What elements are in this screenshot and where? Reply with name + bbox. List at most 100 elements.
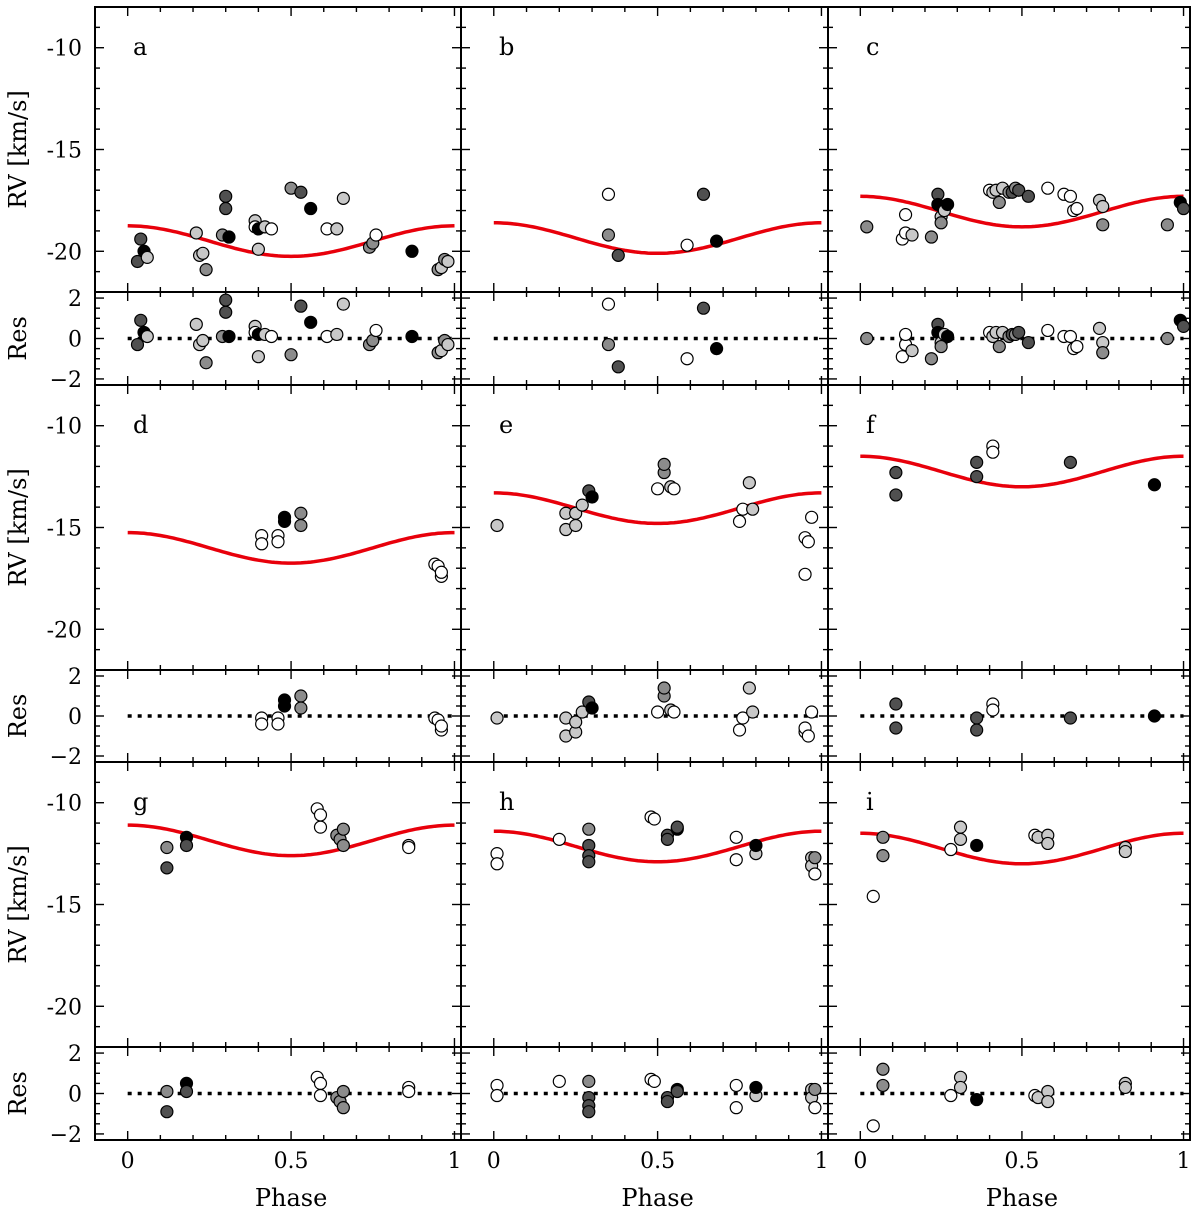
rv-point [876, 830, 890, 844]
res-point [905, 344, 919, 358]
res-point [934, 339, 948, 354]
rv-point [277, 510, 292, 524]
rv-point [552, 832, 566, 846]
x-tick-label: 0.5 [640, 1149, 675, 1174]
res-point [255, 717, 269, 731]
rv-point [441, 254, 455, 269]
res-point [1021, 335, 1035, 350]
res-point [585, 701, 599, 715]
rv-axis-title: RV [km/s] [4, 90, 32, 209]
rv-frame [460, 384, 829, 671]
res-axis-title: Res [4, 316, 32, 361]
rv-point [601, 228, 616, 242]
rv-point [405, 244, 419, 258]
res-tick-label: −2 [50, 745, 82, 770]
rv-point [222, 230, 236, 244]
res-point [970, 723, 984, 737]
rv-point [905, 228, 919, 242]
rv-frame [94, 761, 462, 1048]
panel-grid: a b c d e f g h i [94, 6, 1191, 1141]
res-tick-label: 0 [68, 328, 82, 353]
panel-c: c [827, 6, 1191, 386]
x-tick-label: 0 [121, 1149, 135, 1174]
res-point [179, 1084, 194, 1099]
res-point [986, 703, 1000, 717]
res-point [336, 1101, 350, 1115]
res-point [405, 329, 419, 344]
rv-point [1041, 181, 1055, 195]
rv-point [313, 820, 328, 834]
res-point [808, 1101, 822, 1115]
res-point [219, 305, 233, 319]
rv-point [1041, 836, 1055, 851]
res-point [808, 1082, 822, 1097]
rv-point [992, 195, 1006, 210]
rv-frame [460, 6, 829, 293]
rv-tick-label: -20 [47, 240, 82, 265]
panel-h: h [460, 761, 829, 1141]
res-point [441, 337, 455, 352]
res-point [402, 1084, 416, 1099]
model-curve [127, 530, 455, 565]
panel-letter-g: g [133, 788, 148, 816]
res-point [651, 705, 665, 719]
res-point [582, 1074, 596, 1088]
model-curve [493, 829, 822, 864]
rv-point [402, 840, 416, 855]
res-point [313, 1088, 328, 1103]
res-point [732, 723, 747, 737]
rv-point [709, 234, 724, 248]
panel-e: e [460, 384, 829, 763]
res-point [369, 323, 383, 338]
res-point [736, 711, 750, 725]
res-point [611, 360, 625, 374]
rv-point [889, 465, 903, 480]
rv-point [1147, 478, 1162, 492]
res-point [251, 350, 265, 364]
panel-letter-a: a [133, 33, 147, 61]
res-point [801, 729, 815, 743]
rv-point [611, 248, 625, 262]
rv-point [601, 187, 616, 201]
res-point [313, 1076, 328, 1090]
res-point [130, 337, 145, 352]
res-point [490, 1088, 504, 1103]
res-point [742, 681, 756, 695]
res-point [944, 1088, 958, 1103]
rv-point [219, 201, 233, 216]
rv-point [369, 228, 383, 242]
rv-point [189, 226, 203, 240]
rv-tick-label: -15 [47, 894, 82, 919]
res-point [294, 701, 308, 715]
res-point [805, 705, 819, 719]
rv-point [898, 208, 913, 222]
rv-point [199, 263, 213, 277]
res-point [1041, 323, 1055, 338]
res-point [729, 1101, 743, 1115]
rv-point [264, 222, 279, 236]
rv-point [801, 535, 815, 549]
res-point [746, 705, 760, 719]
res-point [992, 339, 1006, 354]
res-tick-label: 2 [68, 665, 82, 690]
rv-frame [460, 761, 829, 1048]
rv-point [582, 822, 596, 836]
rv-tick-label: -15 [47, 517, 82, 542]
res-point [876, 1062, 890, 1076]
rv-point [680, 238, 694, 252]
res-point [601, 297, 616, 311]
rv-point [798, 567, 812, 581]
res-point [189, 317, 203, 331]
res-point [1063, 329, 1078, 344]
res-point [866, 1119, 880, 1133]
rv-point [336, 838, 350, 853]
res-axis-title: Res [4, 694, 32, 739]
res-point [219, 293, 233, 307]
res-point [160, 1084, 174, 1099]
res-point [696, 301, 711, 315]
rv-point [808, 867, 822, 881]
res-point [490, 711, 504, 725]
rv-point [1096, 218, 1110, 232]
x-tick-label: 1 [1177, 1149, 1191, 1174]
res-point [1012, 325, 1026, 340]
